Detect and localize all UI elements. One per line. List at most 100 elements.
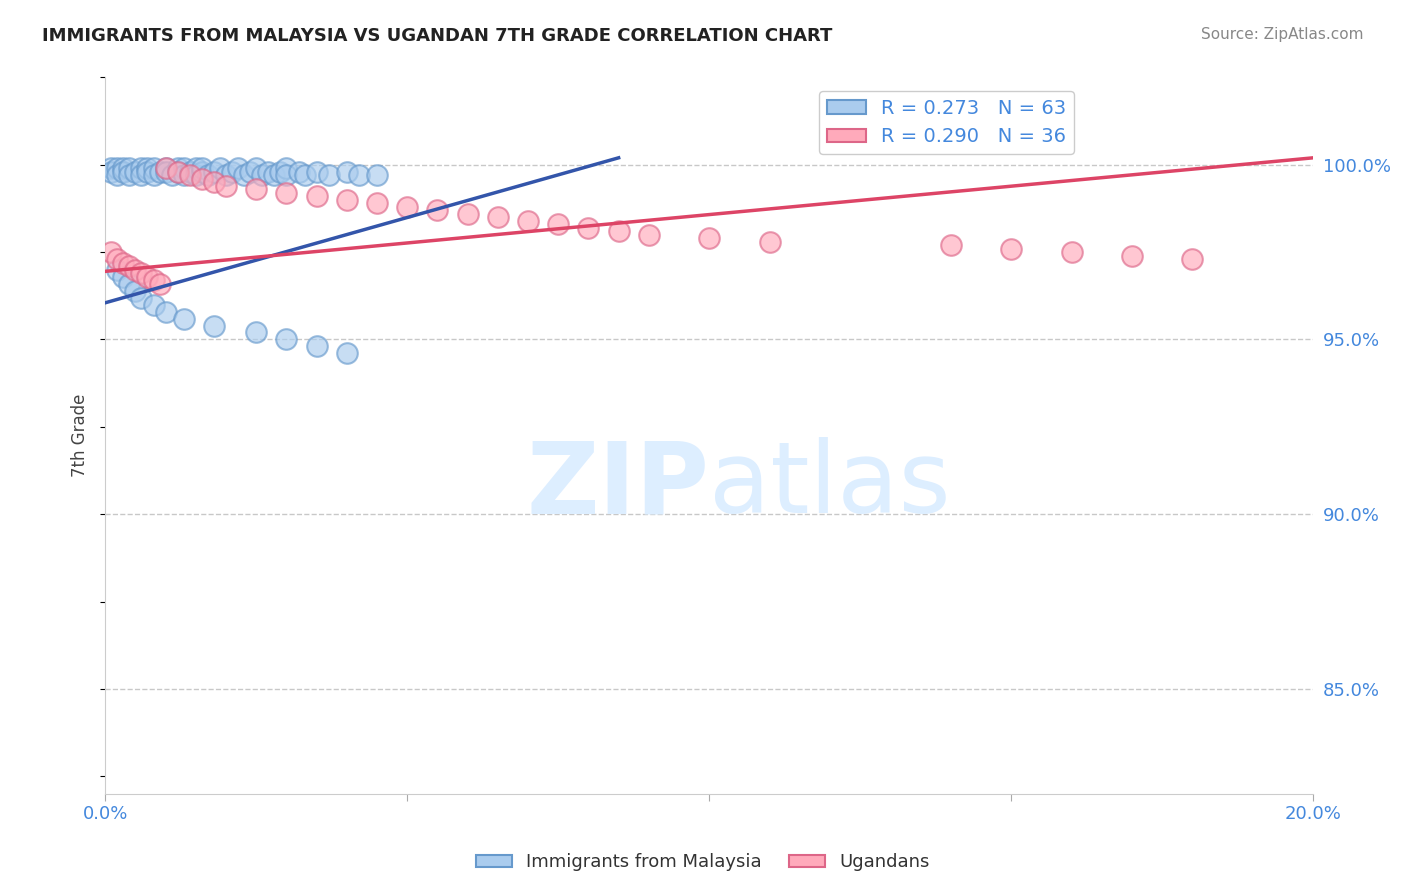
Point bbox=[131, 266, 153, 280]
Text: Source: ZipAtlas.com: Source: ZipAtlas.com bbox=[1201, 27, 1364, 42]
Point bbox=[124, 165, 146, 179]
Point bbox=[269, 165, 291, 179]
Point bbox=[166, 165, 188, 179]
Point bbox=[208, 161, 231, 176]
Point bbox=[366, 196, 388, 211]
Point bbox=[287, 165, 309, 179]
Y-axis label: 7th Grade: 7th Grade bbox=[72, 394, 89, 477]
Point bbox=[118, 259, 141, 273]
Point bbox=[148, 277, 170, 291]
Point bbox=[366, 168, 388, 182]
Point bbox=[184, 168, 207, 182]
Point bbox=[166, 161, 188, 176]
Point bbox=[191, 161, 214, 176]
Point bbox=[112, 269, 135, 284]
Point bbox=[318, 168, 340, 182]
Point bbox=[202, 175, 225, 189]
Point bbox=[155, 304, 177, 318]
Point bbox=[1181, 252, 1204, 266]
Point bbox=[100, 161, 122, 176]
Point bbox=[118, 168, 141, 182]
Point bbox=[252, 168, 274, 182]
Point bbox=[136, 269, 159, 284]
Text: atlas: atlas bbox=[709, 437, 950, 534]
Point bbox=[517, 213, 540, 227]
Point bbox=[347, 168, 370, 182]
Point bbox=[136, 165, 159, 179]
Legend: R = 0.273   N = 63, R = 0.290   N = 36: R = 0.273 N = 63, R = 0.290 N = 36 bbox=[818, 91, 1074, 154]
Point bbox=[457, 207, 479, 221]
Point bbox=[112, 255, 135, 269]
Point bbox=[105, 161, 128, 176]
Point bbox=[197, 168, 219, 182]
Point bbox=[233, 168, 256, 182]
Point bbox=[155, 161, 177, 176]
Point bbox=[578, 220, 600, 235]
Point bbox=[179, 165, 201, 179]
Point bbox=[202, 318, 225, 333]
Point bbox=[305, 165, 328, 179]
Point bbox=[336, 165, 359, 179]
Point bbox=[426, 203, 449, 218]
Point bbox=[131, 161, 153, 176]
Point bbox=[276, 186, 298, 200]
Point bbox=[939, 238, 962, 252]
Point bbox=[607, 224, 630, 238]
Text: ZIP: ZIP bbox=[526, 437, 709, 534]
Point bbox=[142, 161, 165, 176]
Point bbox=[215, 168, 238, 182]
Point bbox=[142, 168, 165, 182]
Point bbox=[215, 178, 238, 193]
Point bbox=[105, 262, 128, 277]
Point bbox=[202, 165, 225, 179]
Point bbox=[294, 168, 316, 182]
Point bbox=[305, 189, 328, 203]
Point bbox=[226, 161, 249, 176]
Point bbox=[221, 165, 243, 179]
Point bbox=[148, 165, 170, 179]
Point bbox=[173, 311, 195, 326]
Point bbox=[142, 297, 165, 311]
Point bbox=[131, 168, 153, 182]
Point bbox=[486, 210, 509, 224]
Point bbox=[184, 161, 207, 176]
Point bbox=[336, 346, 359, 360]
Point bbox=[1121, 249, 1143, 263]
Point bbox=[239, 165, 262, 179]
Point bbox=[245, 326, 267, 340]
Point bbox=[155, 161, 177, 176]
Point bbox=[118, 277, 141, 291]
Point bbox=[100, 165, 122, 179]
Point bbox=[124, 284, 146, 298]
Point bbox=[263, 168, 285, 182]
Point bbox=[697, 231, 720, 245]
Point bbox=[136, 161, 159, 176]
Point bbox=[160, 168, 183, 182]
Point bbox=[173, 161, 195, 176]
Legend: Immigrants from Malaysia, Ugandans: Immigrants from Malaysia, Ugandans bbox=[468, 847, 938, 879]
Point bbox=[245, 161, 267, 176]
Point bbox=[191, 171, 214, 186]
Point bbox=[179, 168, 201, 182]
Point bbox=[112, 161, 135, 176]
Point bbox=[758, 235, 780, 249]
Point bbox=[118, 161, 141, 176]
Point bbox=[173, 168, 195, 182]
Point bbox=[245, 182, 267, 196]
Point bbox=[276, 168, 298, 182]
Point bbox=[191, 165, 214, 179]
Point bbox=[276, 333, 298, 347]
Point bbox=[276, 161, 298, 176]
Text: IMMIGRANTS FROM MALAYSIA VS UGANDAN 7TH GRADE CORRELATION CHART: IMMIGRANTS FROM MALAYSIA VS UGANDAN 7TH … bbox=[42, 27, 832, 45]
Point bbox=[105, 252, 128, 266]
Point bbox=[100, 245, 122, 260]
Point bbox=[257, 165, 280, 179]
Point bbox=[305, 339, 328, 353]
Point bbox=[547, 217, 569, 231]
Point bbox=[131, 291, 153, 305]
Point bbox=[166, 165, 188, 179]
Point bbox=[1060, 245, 1083, 260]
Point bbox=[637, 227, 659, 242]
Point bbox=[124, 262, 146, 277]
Point bbox=[142, 273, 165, 287]
